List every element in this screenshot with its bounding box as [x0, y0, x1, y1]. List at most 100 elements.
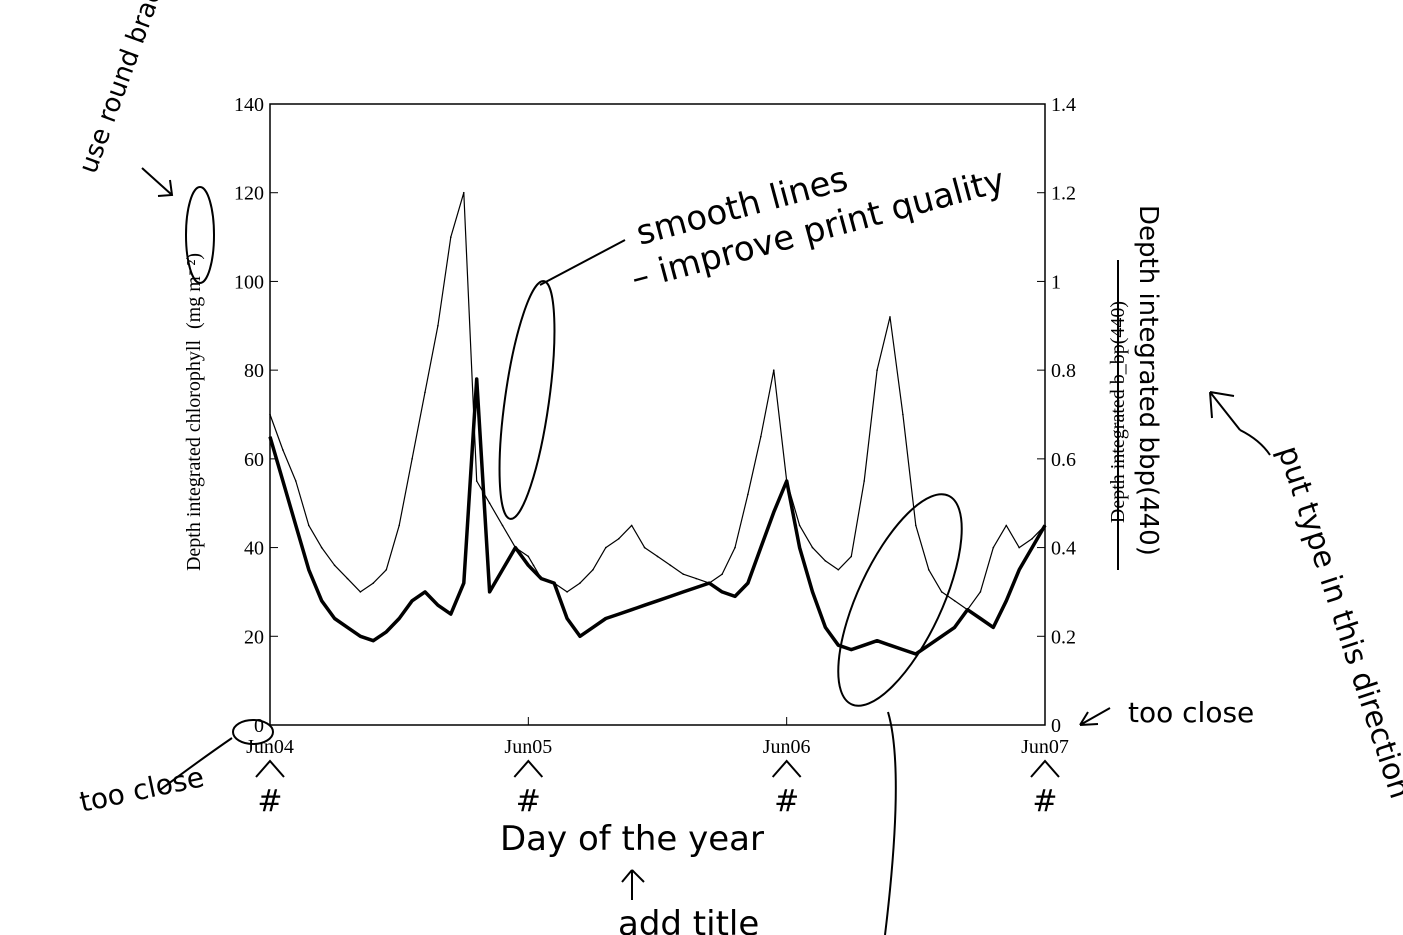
- series-point: [682, 573, 685, 575]
- series-point: [437, 324, 439, 327]
- series-point: [411, 458, 413, 460]
- annotation-too-close-left: too close: [77, 760, 207, 819]
- series-point: [837, 644, 840, 646]
- arrow-put-type: [1209, 391, 1241, 431]
- series-point: [527, 564, 530, 567]
- series-point: [1031, 537, 1033, 540]
- series-point: [979, 591, 982, 593]
- series-point: [605, 546, 607, 549]
- series-point: [643, 546, 646, 549]
- series-point: [927, 644, 930, 646]
- series-point: [398, 617, 400, 620]
- series-point: [889, 644, 891, 646]
- series-point: [424, 591, 426, 593]
- pointer-dip: [884, 711, 897, 935]
- caret-mark: [255, 759, 285, 778]
- series-point: [359, 591, 362, 593]
- series-point: [992, 546, 995, 549]
- series-point: [475, 480, 478, 482]
- series-point: [747, 493, 749, 496]
- series-point: [785, 480, 788, 482]
- series-point: [295, 524, 297, 527]
- circle-peak: [498, 280, 556, 520]
- left-tick-label: 140: [234, 94, 264, 116]
- pointer-put-type: [1239, 429, 1271, 456]
- series-point: [656, 555, 659, 558]
- series-point: [824, 626, 827, 629]
- series-point: [450, 613, 452, 615]
- right-axis-ticks: 0 0.2 0.4 0.6 0.8 1 1.2 1.4: [1037, 94, 1076, 737]
- series-point: [927, 568, 930, 571]
- right-tick-label: 0.4: [1051, 538, 1076, 560]
- series-point: [566, 591, 568, 593]
- left-tick-label: 80: [244, 360, 264, 382]
- series-point: [346, 626, 349, 629]
- annotation-put-type: put type in this direction: [1270, 442, 1403, 803]
- series-point: [617, 613, 620, 615]
- chlorophyll-series-line: [268, 377, 1047, 656]
- series-point: [811, 591, 814, 593]
- arrow-add-title: [621, 869, 645, 900]
- series-point: [424, 391, 426, 394]
- series-point: [940, 591, 943, 593]
- series-point: [721, 573, 723, 575]
- series-point: [1018, 568, 1020, 571]
- series-point: [1018, 546, 1020, 549]
- series-point: [695, 586, 698, 589]
- pointer-too-close-left: [159, 737, 233, 791]
- series-point: [527, 555, 530, 558]
- series-point: [915, 653, 917, 655]
- series-point: [850, 555, 853, 558]
- series-point: [282, 480, 284, 482]
- series-point: [282, 449, 284, 451]
- left-tick-label: 20: [244, 626, 264, 648]
- annotation-add-title: add title: [618, 904, 759, 935]
- series-point: [372, 639, 375, 642]
- series-point: [553, 582, 555, 584]
- series-point: [359, 635, 362, 638]
- series-point: [772, 369, 775, 371]
- series-point: [824, 560, 827, 562]
- series-point: [734, 546, 736, 549]
- series-point: [643, 604, 646, 607]
- circle-dip: [837, 493, 963, 707]
- right-tick-label: 1: [1051, 271, 1061, 293]
- series-point: [579, 582, 581, 584]
- series-point: [760, 546, 762, 549]
- series-point: [902, 648, 904, 651]
- annotation-right-label: Depth integrated bbp(440): [1133, 205, 1163, 556]
- series-point: [475, 378, 478, 380]
- series-point: [462, 582, 465, 584]
- caret-mark: [1030, 759, 1060, 778]
- series-point: [682, 591, 685, 593]
- caret-mark: [771, 759, 802, 778]
- series-point: [798, 546, 801, 549]
- series-point: [1044, 524, 1046, 527]
- series-point: [902, 413, 904, 416]
- series-point: [398, 524, 400, 527]
- right-tick-label: 0.6: [1051, 449, 1076, 471]
- series-point: [953, 626, 956, 629]
- left-axis-label: Depth integrated chlorophyll (mg m⁻²): [183, 253, 205, 571]
- series-point: [501, 568, 504, 571]
- series-point: [863, 644, 865, 646]
- series-point: [953, 600, 956, 602]
- series-point: [876, 369, 878, 371]
- series-point: [592, 626, 594, 629]
- annotation-day-of-year: Day of the year: [500, 819, 764, 859]
- left-tick-label: 120: [234, 183, 264, 205]
- series-point: [695, 577, 698, 580]
- left-tick-label: 100: [234, 271, 264, 293]
- series-point: [617, 537, 620, 540]
- series-point: [307, 568, 310, 571]
- series-point: [269, 435, 271, 438]
- right-tick-label: 0.8: [1051, 360, 1076, 382]
- right-tick-label: 1.4: [1051, 94, 1076, 116]
- series-point: [269, 413, 271, 416]
- right-tick-label: 1.2: [1051, 183, 1076, 205]
- series-point: [940, 635, 943, 638]
- x-tick-label: Jun07: [1021, 736, 1069, 758]
- arrow-too-close-right: [1079, 707, 1111, 726]
- series-point: [721, 591, 723, 593]
- series-point: [346, 577, 349, 580]
